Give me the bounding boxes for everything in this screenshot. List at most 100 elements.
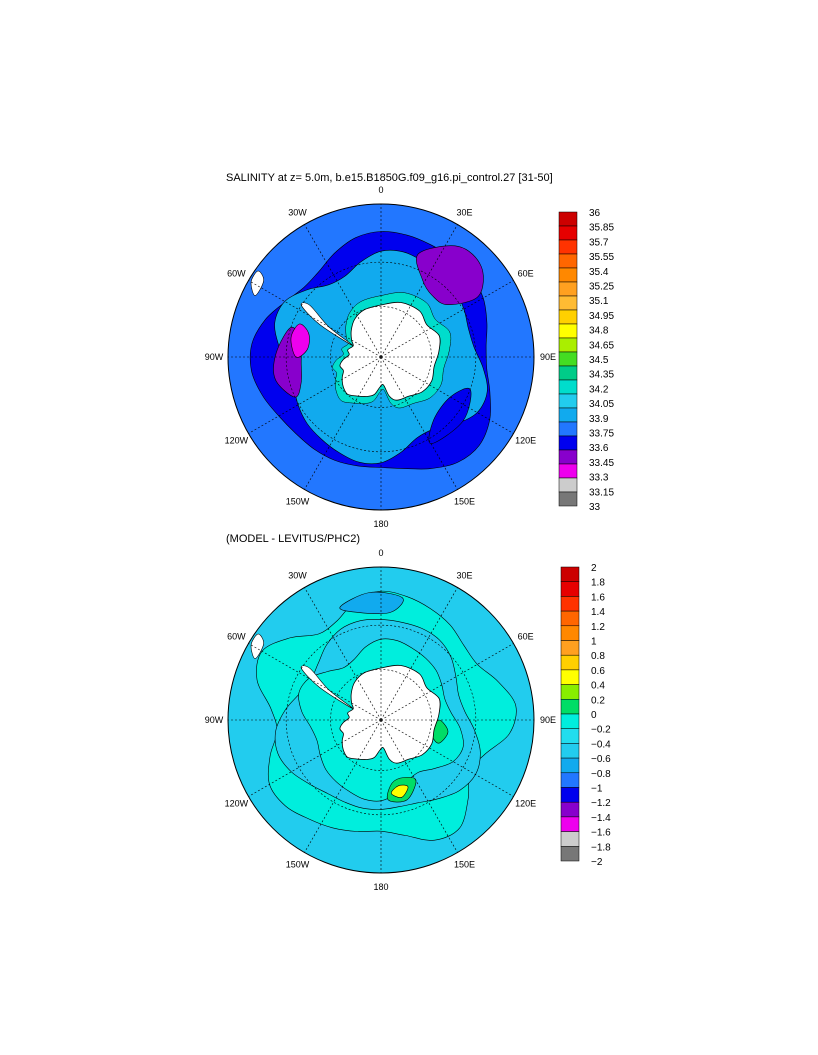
panel2-title: (MODEL - LEVITUS/PHC2) (226, 533, 361, 545)
longitude-label: 60E (518, 269, 534, 279)
longitude-label: 30E (456, 207, 472, 217)
colorbar-label: −1.8 (591, 842, 611, 853)
salinity-deep-region-se (428, 387, 472, 444)
colorbar-label: 1 (591, 637, 597, 648)
meridian-line (248, 356, 382, 434)
meridian-line (304, 356, 382, 490)
longitude-label: 180 (373, 519, 388, 529)
colorbar-swatch (560, 743, 580, 759)
colorbar-swatch (560, 772, 580, 788)
colorbar-label: 33.45 (589, 458, 614, 469)
longitude-label: 30W (288, 570, 307, 580)
colorbar-swatch (558, 491, 578, 507)
colorbar-swatch (558, 309, 578, 325)
longitude-label: 150W (286, 497, 310, 507)
field-panel-1 (228, 204, 534, 510)
colorbar-label: 0.8 (591, 651, 605, 662)
colorbar-label: 33.6 (589, 443, 609, 454)
colorbar-swatch (558, 337, 578, 353)
salinity-low-region-east (416, 245, 484, 306)
colorbar-label: 0.6 (591, 666, 605, 677)
colorbar-swatch (558, 449, 578, 465)
colorbar-swatch (558, 323, 578, 339)
meridian-line (380, 587, 458, 721)
meridian-line (380, 719, 514, 797)
anomaly-neg-patch-north (339, 591, 404, 614)
colorbar-label: −0.6 (591, 754, 611, 765)
colorbar-swatch (560, 625, 580, 641)
south-america-tip (250, 633, 264, 659)
longitude-label: 150W (286, 860, 310, 870)
colorbar-label: 0 (591, 710, 597, 721)
meridian-line (380, 356, 458, 490)
meridian-line (248, 280, 382, 358)
colorbar-swatch (560, 713, 580, 729)
meridian-line (304, 587, 382, 721)
colorbar-label: 34.35 (589, 370, 614, 381)
colorbar-swatch (560, 757, 580, 774)
colorbar-label: 1.4 (591, 607, 605, 618)
colorbar-swatch (558, 351, 578, 367)
colorbar-label: −1.2 (591, 798, 611, 809)
longitude-label: 90E (540, 352, 556, 362)
colorbar-label: 33.3 (589, 473, 609, 484)
longitude-label: 120E (515, 799, 536, 809)
colorbar-swatch (558, 393, 578, 409)
colorbar-label: 34.5 (589, 355, 609, 366)
colorbar-swatch (560, 610, 580, 627)
latitude-circle (330, 669, 432, 771)
colorbar-swatch (558, 421, 578, 437)
colorbar-swatch (558, 463, 578, 479)
colorbar-swatch (560, 699, 580, 715)
latitude-circle (285, 624, 477, 816)
colorbar-label: 34.95 (589, 311, 614, 322)
longitude-label: 60E (518, 632, 534, 642)
meridian-line (304, 719, 382, 853)
colorbar-swatch (560, 566, 580, 582)
colorbar-swatch (560, 728, 580, 744)
longitude-label: 90W (205, 715, 224, 725)
longitude-label: 60W (227, 632, 246, 642)
colorbar-swatch (558, 281, 578, 297)
longitude-label: 30E (456, 570, 472, 580)
antarctic-peninsula (300, 302, 354, 347)
colorbar-swatch (558, 435, 578, 451)
colorbar-label: 35.85 (589, 223, 614, 234)
colorbar-label: −0.2 (591, 725, 611, 736)
colorbar-swatch (560, 596, 580, 612)
colorbar-label: 1.2 (591, 622, 605, 633)
longitude-label: 150E (454, 497, 475, 507)
map-panel-2: 0 30E 60E 90E 120E 150E 180 150W 120W 90W 60W 30W 2 1… (205, 548, 611, 892)
latitude-circle (285, 261, 477, 453)
colorbar-swatch (558, 379, 578, 395)
colorbar-swatch (560, 684, 580, 700)
colorbar-label: 35.4 (589, 267, 609, 278)
longitude-label: 120W (225, 436, 249, 446)
salinity-lowest-region (290, 323, 310, 358)
colorbar-label: 0.4 (591, 681, 605, 692)
colorbar-label: −0.8 (591, 769, 611, 780)
meridian-line (380, 280, 514, 358)
colorbar-label: 0.2 (591, 695, 605, 706)
longitude-label: 90W (205, 352, 224, 362)
colorbar-swatch (558, 211, 578, 227)
meridian-line (380, 224, 458, 358)
longitude-label: 0 (378, 185, 383, 195)
meridian-line (248, 643, 382, 721)
longitude-label: 90E (540, 715, 556, 725)
colorbar-swatch (560, 640, 580, 656)
colorbar-swatch (558, 225, 578, 241)
antarctic-peninsula (300, 665, 354, 710)
colorbar-label: 35.1 (589, 296, 609, 307)
meridian-line (380, 719, 458, 853)
longitude-label: 60W (227, 269, 246, 279)
latitude-circle (330, 306, 432, 408)
colorbar-label: 36 (589, 208, 601, 219)
colorbar-label: 34.65 (589, 340, 614, 351)
meridian-line (304, 224, 382, 358)
colorbar-label: −1.4 (591, 813, 611, 824)
colorbar-label: 33 (589, 502, 601, 513)
map-boundary (227, 203, 535, 511)
colorbar-swatch (560, 846, 580, 862)
